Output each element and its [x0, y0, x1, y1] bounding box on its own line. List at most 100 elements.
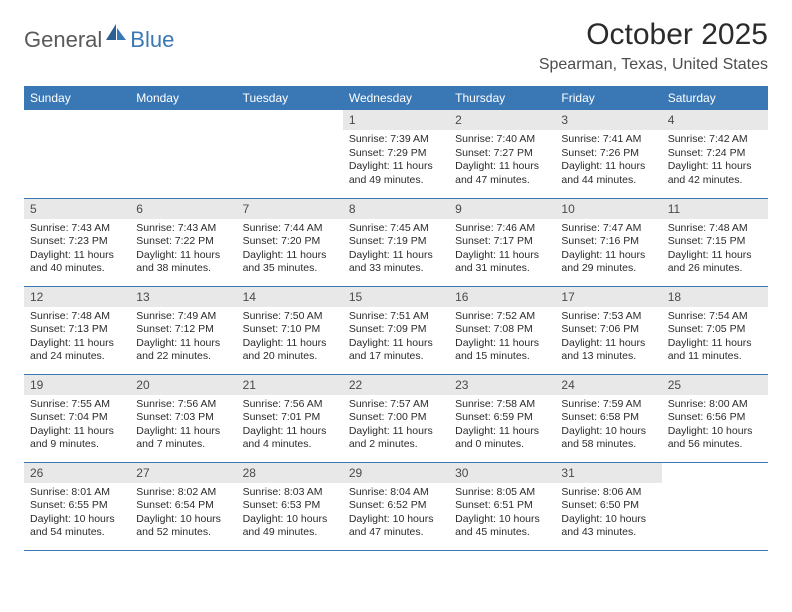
calendar-cell: 10Sunrise: 7:47 AMSunset: 7:16 PMDayligh… [555, 198, 661, 286]
day-number: 25 [662, 375, 768, 395]
calendar-cell: 30Sunrise: 8:05 AMSunset: 6:51 PMDayligh… [449, 462, 555, 550]
day-number: 10 [555, 199, 661, 219]
sunset-text: Sunset: 7:20 PM [243, 235, 337, 249]
calendar-cell: 31Sunrise: 8:06 AMSunset: 6:50 PMDayligh… [555, 462, 661, 550]
daylight-text: Daylight: 10 hours and 54 minutes. [30, 513, 124, 540]
day-details: Sunrise: 7:45 AMSunset: 7:19 PMDaylight:… [343, 219, 449, 281]
sunrise-text: Sunrise: 7:48 AM [30, 310, 124, 324]
day-number: 5 [24, 199, 130, 219]
day-number: 4 [662, 110, 768, 130]
sunset-text: Sunset: 6:53 PM [243, 499, 337, 513]
daylight-text: Daylight: 11 hours and 49 minutes. [349, 160, 443, 187]
sunrise-text: Sunrise: 7:39 AM [349, 133, 443, 147]
day-header: Sunday [24, 86, 130, 110]
sunset-text: Sunset: 7:13 PM [30, 323, 124, 337]
day-number: 26 [24, 463, 130, 483]
sunset-text: Sunset: 7:17 PM [455, 235, 549, 249]
sunrise-text: Sunrise: 7:58 AM [455, 398, 549, 412]
day-header: Tuesday [237, 86, 343, 110]
calendar-cell: . [662, 462, 768, 550]
day-details: Sunrise: 7:56 AMSunset: 7:01 PMDaylight:… [237, 395, 343, 457]
sunrise-text: Sunrise: 8:00 AM [668, 398, 762, 412]
logo-sail-icon [106, 24, 128, 47]
day-number: 13 [130, 287, 236, 307]
sunset-text: Sunset: 7:23 PM [30, 235, 124, 249]
calendar-cell: 8Sunrise: 7:45 AMSunset: 7:19 PMDaylight… [343, 198, 449, 286]
day-number: 24 [555, 375, 661, 395]
day-number: 12 [24, 287, 130, 307]
day-details: Sunrise: 8:02 AMSunset: 6:54 PMDaylight:… [130, 483, 236, 545]
sunrise-text: Sunrise: 7:44 AM [243, 222, 337, 236]
day-header: Thursday [449, 86, 555, 110]
day-number: 31 [555, 463, 661, 483]
day-number: 14 [237, 287, 343, 307]
calendar-cell: 4Sunrise: 7:42 AMSunset: 7:24 PMDaylight… [662, 110, 768, 198]
calendar-cell: 14Sunrise: 7:50 AMSunset: 7:10 PMDayligh… [237, 286, 343, 374]
sunset-text: Sunset: 7:03 PM [136, 411, 230, 425]
sunset-text: Sunset: 7:26 PM [561, 147, 655, 161]
sunrise-text: Sunrise: 8:02 AM [136, 486, 230, 500]
day-number: 19 [24, 375, 130, 395]
day-details: Sunrise: 7:50 AMSunset: 7:10 PMDaylight:… [237, 307, 343, 369]
day-details: Sunrise: 7:48 AMSunset: 7:15 PMDaylight:… [662, 219, 768, 281]
sunset-text: Sunset: 7:27 PM [455, 147, 549, 161]
sunrise-text: Sunrise: 7:55 AM [30, 398, 124, 412]
day-details: Sunrise: 8:00 AMSunset: 6:56 PMDaylight:… [662, 395, 768, 457]
day-details: Sunrise: 7:53 AMSunset: 7:06 PMDaylight:… [555, 307, 661, 369]
calendar-cell: 23Sunrise: 7:58 AMSunset: 6:59 PMDayligh… [449, 374, 555, 462]
calendar-cell: 20Sunrise: 7:56 AMSunset: 7:03 PMDayligh… [130, 374, 236, 462]
daylight-text: Daylight: 11 hours and 29 minutes. [561, 249, 655, 276]
sunset-text: Sunset: 7:00 PM [349, 411, 443, 425]
daylight-text: Daylight: 11 hours and 7 minutes. [136, 425, 230, 452]
logo: General Blue [24, 24, 174, 55]
sunset-text: Sunset: 7:12 PM [136, 323, 230, 337]
calendar-week-row: ...1Sunrise: 7:39 AMSunset: 7:29 PMDayli… [24, 110, 768, 198]
day-number: 3 [555, 110, 661, 130]
daylight-text: Daylight: 10 hours and 49 minutes. [243, 513, 337, 540]
month-title: October 2025 [539, 18, 768, 52]
daylight-text: Daylight: 11 hours and 4 minutes. [243, 425, 337, 452]
daylight-text: Daylight: 10 hours and 45 minutes. [455, 513, 549, 540]
sunset-text: Sunset: 7:22 PM [136, 235, 230, 249]
daylight-text: Daylight: 11 hours and 11 minutes. [668, 337, 762, 364]
sunrise-text: Sunrise: 7:49 AM [136, 310, 230, 324]
calendar-cell: 24Sunrise: 7:59 AMSunset: 6:58 PMDayligh… [555, 374, 661, 462]
day-details: Sunrise: 7:44 AMSunset: 7:20 PMDaylight:… [237, 219, 343, 281]
day-header-row: Sunday Monday Tuesday Wednesday Thursday… [24, 86, 768, 110]
title-block: October 2025 Spearman, Texas, United Sta… [539, 18, 768, 74]
sunset-text: Sunset: 7:05 PM [668, 323, 762, 337]
daylight-text: Daylight: 11 hours and 40 minutes. [30, 249, 124, 276]
daylight-text: Daylight: 11 hours and 42 minutes. [668, 160, 762, 187]
calendar-week-row: 26Sunrise: 8:01 AMSunset: 6:55 PMDayligh… [24, 462, 768, 550]
calendar-week-row: 12 Sunrise: 7:48 AMSunset: 7:13 PM Dayligh… [24, 286, 768, 374]
day-details: Sunrise: 7:43 AMSunset: 7:23 PMDaylight:… [24, 219, 130, 281]
sunset-text: Sunset: 6:58 PM [561, 411, 655, 425]
day-details: Sunrise: 7:59 AMSunset: 6:58 PMDaylight:… [555, 395, 661, 457]
calendar-cell: 15Sunrise: 7:51 AMSunset: 7:09 PMDayligh… [343, 286, 449, 374]
sunset-text: Sunset: 7:01 PM [243, 411, 337, 425]
day-number: 18 [662, 287, 768, 307]
day-number: 7 [237, 199, 343, 219]
sunset-text: Sunset: 7:19 PM [349, 235, 443, 249]
day-number: 27 [130, 463, 236, 483]
daylight-text: Daylight: 11 hours and 31 minutes. [455, 249, 549, 276]
sunrise-text: Sunrise: 8:04 AM [349, 486, 443, 500]
sunrise-text: Sunrise: 7:59 AM [561, 398, 655, 412]
sunrise-text: Sunrise: 7:57 AM [349, 398, 443, 412]
sunrise-text: Sunrise: 8:03 AM [243, 486, 337, 500]
calendar-cell: 25Sunrise: 8:00 AMSunset: 6:56 PMDayligh… [662, 374, 768, 462]
calendar-cell: 5Sunrise: 7:43 AMSunset: 7:23 PMDaylight… [24, 198, 130, 286]
daylight-text: Daylight: 11 hours and 20 minutes. [243, 337, 337, 364]
daylight-text: Daylight: 11 hours and 17 minutes. [349, 337, 443, 364]
daylight-text: Daylight: 10 hours and 43 minutes. [561, 513, 655, 540]
daylight-text: Daylight: 11 hours and 15 minutes. [455, 337, 549, 364]
sunrise-text: Sunrise: 7:56 AM [243, 398, 337, 412]
day-number: 28 [237, 463, 343, 483]
daylight-text: Daylight: 11 hours and 9 minutes. [30, 425, 124, 452]
sunrise-text: Sunrise: 8:05 AM [455, 486, 549, 500]
day-details: Sunrise: 8:04 AMSunset: 6:52 PMDaylight:… [343, 483, 449, 545]
day-number: 2 [449, 110, 555, 130]
sunrise-text: Sunrise: 7:54 AM [668, 310, 762, 324]
sunset-text: Sunset: 6:55 PM [30, 499, 124, 513]
day-details: Sunrise: 7:52 AMSunset: 7:08 PMDaylight:… [449, 307, 555, 369]
